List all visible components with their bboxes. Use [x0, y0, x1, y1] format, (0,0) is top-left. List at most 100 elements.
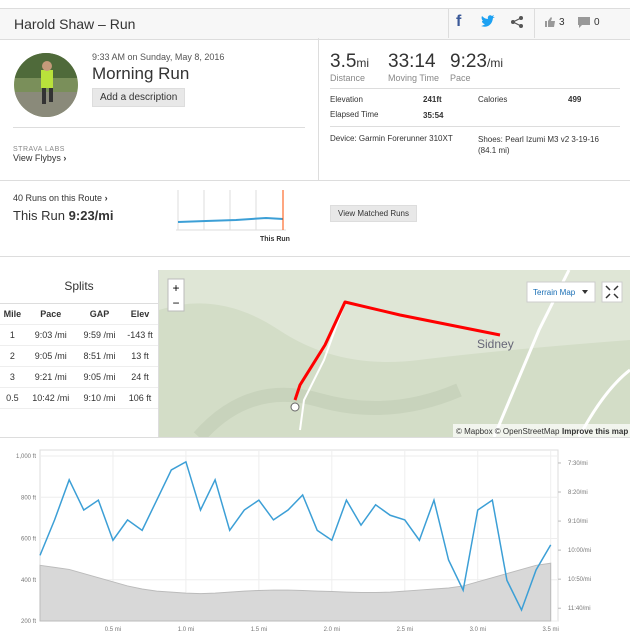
detail-value: 35:54	[423, 111, 444, 120]
divider	[534, 9, 630, 38]
column-header: GAP	[76, 304, 123, 325]
distance-value: 3.5mi	[330, 51, 369, 73]
elevation-area	[39, 562, 552, 622]
link-text[interactable]: 40 Runs on this Route	[13, 193, 103, 203]
x-tick-label: 2.0 mi	[324, 627, 340, 633]
activity-name: Morning Run	[92, 64, 190, 83]
split-cell: 8:51 /mi	[76, 345, 123, 367]
y2-tick-label: 10:00/mi	[568, 548, 591, 554]
y-tick-label: 1,000 ft	[16, 454, 36, 460]
kudos-icon[interactable]	[544, 16, 556, 28]
this-run-marker: This Run	[260, 236, 290, 243]
attribution: © Mapbox © OpenStreetMap	[456, 427, 560, 436]
detail-value: 499	[568, 95, 582, 104]
zoom-in-button[interactable]: +	[172, 281, 179, 295]
x-tick-label: 1.0 mi	[178, 627, 194, 633]
divider	[330, 88, 620, 89]
zoom-out-button[interactable]: −	[172, 296, 179, 310]
y-tick-label: 200 ft	[21, 619, 36, 625]
activity-datetime: 9:33 AM on Sunday, May 8, 2016	[92, 52, 225, 62]
split-cell: 2	[0, 345, 25, 367]
value: 3.5	[330, 51, 357, 72]
detail-label: Elevation	[330, 95, 363, 104]
x-tick-label: 3.0 mi	[470, 627, 486, 633]
split-cell: 24 ft	[122, 366, 158, 388]
split-cell: 9:05 /mi	[76, 366, 123, 388]
comment-icon[interactable]	[578, 17, 590, 28]
device: Device: Garmin Forerunner 310XT	[330, 134, 453, 143]
avatar	[14, 53, 78, 117]
header-row: Mile Pace GAP Elev	[0, 304, 158, 325]
x-tick-label: 3.5 mi	[543, 627, 559, 633]
split-row: 3 9:21 /mi 9:05 /mi 24 ft	[0, 366, 158, 388]
share-button[interactable]	[510, 15, 524, 29]
split-row: 2 9:05 /mi 8:51 /mi 13 ft	[0, 345, 158, 367]
map: Sidney + − Terrain Map © Mapbox © OpenSt…	[159, 270, 630, 437]
y2-tick-label: 10:50/mi	[568, 577, 591, 583]
kudos-count[interactable]: 3	[559, 17, 565, 28]
y-tick-label: 400 ft	[21, 578, 36, 584]
twitter-button[interactable]	[480, 15, 496, 29]
distance-label: Distance	[330, 73, 366, 83]
split-cell: 0.5	[0, 387, 25, 409]
moving-time-value: 33:14	[388, 51, 436, 72]
y2-tick-label: 7:30/mi	[568, 461, 588, 467]
route-runs-link[interactable]: 40 Runs on this Route ›	[13, 193, 108, 203]
unit: /mi	[486, 56, 503, 70]
pace-line	[39, 460, 552, 612]
split-cell: 106 ft	[122, 387, 158, 409]
y2-tick-label: 9:10/mi	[568, 519, 588, 525]
header-bar	[0, 8, 630, 40]
split-row: 1 9:03 /mi 9:59 /mi -143 ft	[0, 324, 158, 346]
split-cell: 9:59 /mi	[76, 324, 123, 346]
y2-tick-label: 11:40/mi	[568, 606, 591, 612]
splits-title: Splits	[0, 270, 158, 304]
page-title: Harold Shaw – Run	[14, 16, 136, 32]
splits-panel: Splits Mile Pace GAP Elev 1 9:03 /mi 9:59 /mi -…	[0, 270, 159, 437]
detail-label: Elapsed Time	[330, 110, 379, 119]
column-header: Elev	[122, 304, 158, 325]
unit: mi	[356, 56, 370, 70]
x-tick-label: 1.5 mi	[251, 627, 267, 633]
split-cell: 9:03 /mi	[24, 324, 77, 346]
detail-value: 241ft	[423, 95, 442, 104]
comment-count[interactable]: 0	[594, 17, 600, 28]
divider	[318, 38, 319, 180]
split-cell: 9:21 /mi	[24, 366, 77, 388]
y2-tick-label: 8:20/mi	[568, 490, 588, 496]
column-header: Pace	[24, 304, 77, 325]
split-row: 0.5 10:42 /mi 9:10 /mi 106 ft	[0, 387, 158, 409]
divider	[13, 127, 305, 128]
add-description-button[interactable]: Add a description	[92, 88, 186, 107]
view-flybys-link[interactable]: View Flybys ›	[13, 153, 67, 163]
labs-label: STRAVA LABS	[13, 146, 65, 153]
layer-button[interactable]: Terrain Map	[533, 288, 576, 297]
x-tick-label: 0.5 mi	[105, 627, 121, 633]
link-text[interactable]: View Flybys	[13, 153, 61, 163]
route-mini-chart	[176, 190, 286, 231]
split-cell: 1	[0, 324, 25, 346]
moving-time-label: Moving Time	[388, 73, 440, 83]
place-label: Sidney	[477, 337, 514, 351]
pace-label: Pace	[450, 73, 471, 83]
activity-section	[0, 38, 630, 181]
facebook-button[interactable]: f	[456, 13, 462, 30]
column-header: Mile	[0, 304, 25, 325]
split-cell: 9:05 /mi	[24, 345, 77, 367]
pace: 9:23/mi	[68, 208, 114, 223]
view-matched-runs-button[interactable]: View Matched Runs	[330, 205, 417, 222]
y-tick-label: 800 ft	[21, 495, 36, 501]
x-tick-label: 2.5 mi	[397, 627, 413, 633]
social-bar	[448, 9, 630, 38]
split-cell: 10:42 /mi	[24, 387, 77, 409]
divider	[0, 437, 630, 438]
splits-table: Mile Pace GAP Elev 1 9:03 /mi 9:59 /mi -143 ft 2…	[0, 304, 158, 409]
this-run: This Run 9:23/mi	[13, 208, 113, 223]
improve-map-link[interactable]: Improve this map	[562, 427, 628, 436]
split-cell: 13 ft	[122, 345, 158, 367]
split-cell: 9:10 /mi	[76, 387, 123, 409]
profile-chart: 200 ft 400 ft 600 ft 800 ft 1,000 ft 0.5 mi 1.…	[16, 449, 591, 633]
label: This Run	[13, 208, 66, 223]
detail-label: Calories	[478, 95, 508, 104]
